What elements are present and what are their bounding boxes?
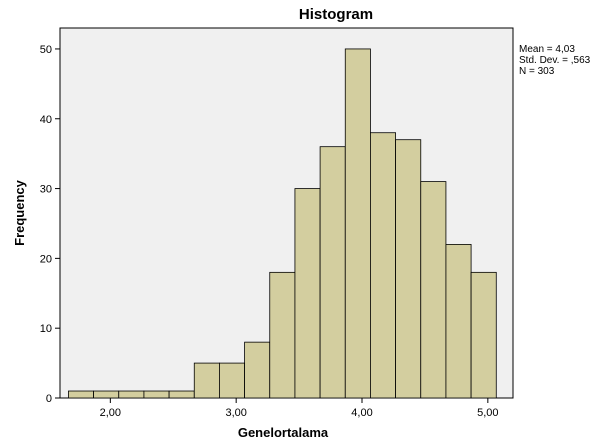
stat-mean: Mean = 4,03 (519, 44, 575, 55)
chart-title: Histogram (299, 6, 373, 23)
x-tick-label: 2,00 (100, 407, 121, 419)
histogram-bar-11 (319, 146, 346, 399)
histogram-bar-17 (470, 271, 497, 399)
histogram-bar-6 (193, 362, 220, 399)
histogram-bar-16 (445, 244, 472, 399)
stat-n: N = 303 (519, 66, 555, 77)
y-tick-label: 0 (46, 393, 52, 405)
y-tick-label: 20 (40, 253, 52, 265)
x-tick-label: 3,00 (225, 407, 246, 419)
y-tick-label: 30 (40, 184, 52, 196)
histogram-bar-1 (68, 390, 95, 399)
x-axis: 2,00 3,00 4,00 5,00 (100, 398, 499, 419)
histogram-bar-3 (118, 390, 145, 399)
y-tick-label: 40 (40, 114, 52, 126)
histogram-bar-12 (344, 48, 371, 399)
histogram-bar-2 (93, 390, 120, 399)
y-axis-label: Frequency (12, 179, 27, 246)
bars-layer (68, 48, 497, 399)
x-axis-label: Genelortalama (238, 425, 329, 440)
y-tick-label: 10 (40, 323, 52, 335)
histogram-bar-7 (219, 362, 245, 399)
y-tick-label: 50 (40, 44, 52, 56)
histogram-bar-15 (420, 181, 447, 399)
histogram-bar-4 (143, 390, 170, 399)
y-axis: 0 10 20 30 40 50 (40, 44, 60, 405)
x-tick-label: 5,00 (477, 407, 498, 419)
histogram-bar-10 (294, 188, 321, 399)
histogram-bar-5 (168, 390, 195, 399)
stat-std-dev: Std. Dev. = ,563 (519, 55, 591, 66)
histogram-bar-8 (244, 341, 271, 399)
histogram-bar-9 (269, 271, 296, 399)
histogram-bar-13 (370, 132, 396, 399)
stats-box: Mean = 4,03 Std. Dev. = ,563 N = 303 (519, 44, 591, 77)
x-tick-label: 4,00 (351, 407, 372, 419)
histogram-bar-14 (395, 139, 422, 399)
